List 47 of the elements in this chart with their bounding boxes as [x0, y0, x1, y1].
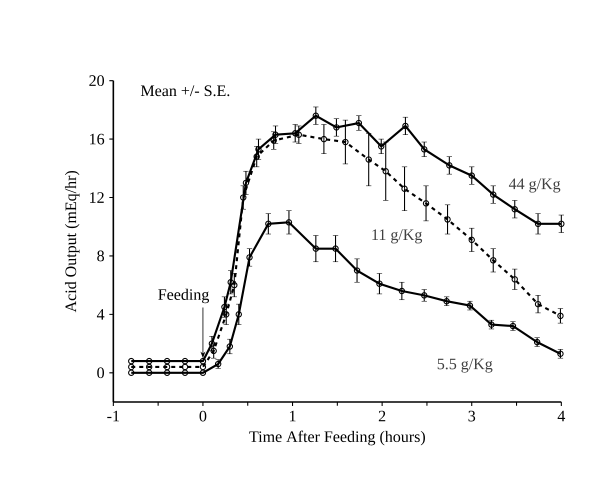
point — [210, 348, 217, 354]
point — [146, 364, 152, 370]
point — [200, 370, 206, 376]
y-tick-label: 0 — [97, 367, 104, 378]
point — [443, 298, 450, 304]
point — [534, 338, 540, 346]
point — [182, 364, 188, 370]
x-tick-label: 3 — [468, 410, 476, 422]
y-tick-label: 8 — [97, 250, 104, 262]
point — [200, 364, 206, 370]
point — [557, 312, 564, 320]
y-tick-label: 20 — [89, 75, 104, 86]
point — [378, 143, 384, 150]
point — [200, 358, 206, 364]
series-label: 11 g/Kg — [372, 229, 422, 244]
point — [557, 350, 564, 357]
x-tick-label: 1 — [290, 410, 296, 422]
series-label: 5.5 g/Kg — [438, 358, 492, 373]
point — [356, 120, 362, 126]
point — [182, 370, 188, 376]
point — [182, 358, 188, 364]
point — [146, 358, 152, 364]
point — [128, 358, 134, 364]
point — [226, 343, 234, 350]
point — [164, 364, 170, 370]
y-tick-label: 4 — [96, 309, 104, 320]
x-tick-label: 0 — [200, 410, 206, 422]
point — [164, 370, 170, 376]
annotation: Mean +/- S.E. — [140, 85, 230, 96]
point — [164, 358, 170, 364]
point — [128, 370, 134, 376]
y-axis-title: Acid Output (mEq/hr) — [64, 170, 80, 312]
x-tick-label: 2 — [378, 410, 386, 422]
point — [421, 292, 428, 299]
x-tick-label: 4 — [558, 410, 566, 422]
point — [146, 370, 152, 376]
series-label: 44 g/Kg — [508, 178, 560, 193]
annotation: Feeding — [158, 288, 210, 304]
point — [488, 321, 495, 328]
x-tick-label: -1 — [107, 410, 120, 422]
x-axis-title: Time After Feeding (hours) — [249, 430, 425, 446]
y-tick-label: 12 — [90, 192, 104, 203]
point — [208, 340, 216, 347]
point — [421, 146, 428, 153]
point — [466, 302, 474, 309]
y-tick-label: 16 — [90, 134, 104, 144]
point — [128, 364, 134, 370]
